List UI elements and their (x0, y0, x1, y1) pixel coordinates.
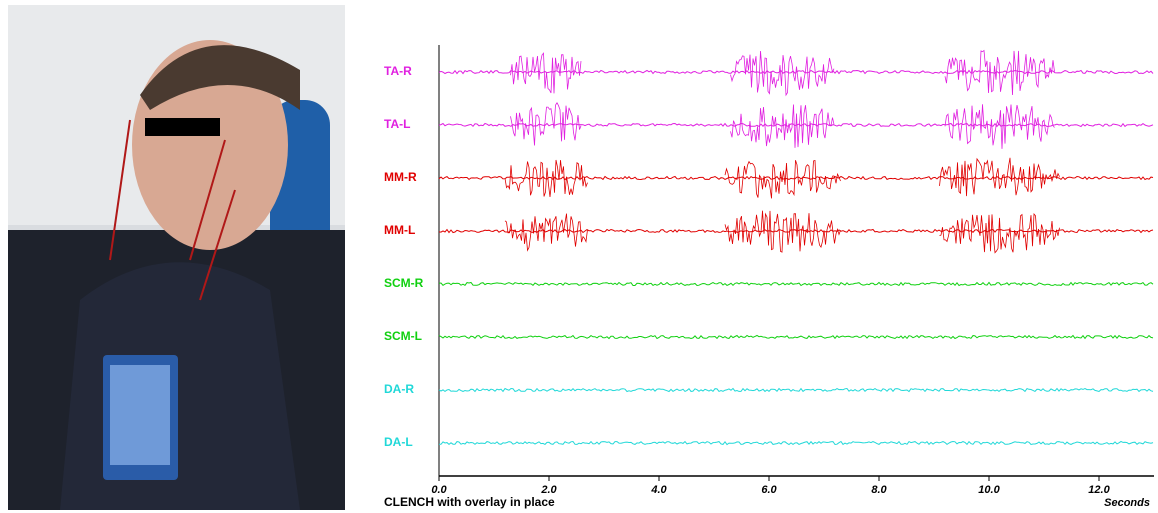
emg-burst (504, 213, 588, 252)
x-tick-label: 8.0 (871, 484, 887, 496)
emg-burst (504, 159, 588, 198)
x-tick-label: 4.0 (650, 484, 667, 496)
emg-burst (730, 50, 835, 97)
trace-baseline (438, 440, 1154, 446)
channel-label: SCM-R (384, 276, 424, 290)
emg-burst (939, 212, 1060, 254)
emg-burst (510, 52, 582, 94)
channel-label: MM-L (384, 223, 415, 237)
x-tick-label: 2.0 (540, 484, 557, 496)
emg-burst (944, 104, 1055, 149)
x-tick-label: 10.0 (978, 484, 1000, 496)
x-axis-label: Seconds (1104, 497, 1150, 509)
channel-label: TA-R (384, 64, 412, 78)
emg-burst (944, 49, 1055, 96)
emg-burst (724, 159, 841, 199)
trace-baseline (438, 228, 1154, 234)
x-tick-label: 0.0 (431, 484, 447, 496)
emg-burst (510, 102, 582, 146)
trace-baseline (438, 387, 1154, 393)
trace-baseline (438, 175, 1154, 181)
caption: CLENCH with overlay in place (384, 495, 555, 509)
channel-label: SCM-L (384, 329, 422, 343)
channel-label: MM-R (384, 170, 417, 184)
trace-baseline (438, 281, 1154, 287)
x-tick-label: 12.0 (1088, 484, 1110, 496)
channel-label: DA-R (384, 382, 414, 396)
emg-burst (939, 157, 1060, 197)
x-tick-label: 6.0 (761, 484, 777, 496)
emg-burst (724, 210, 841, 253)
emg-burst (730, 104, 835, 148)
photo (8, 5, 345, 510)
channel-label: DA-L (384, 435, 413, 449)
channel-label: TA-L (384, 117, 410, 131)
trace-baseline (438, 334, 1154, 340)
